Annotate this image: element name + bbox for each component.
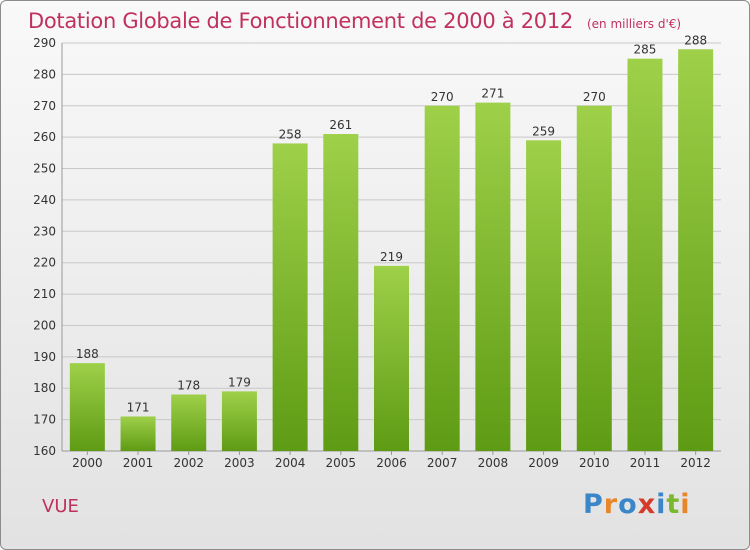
x-tick-label: 2000 [72,456,103,470]
bar-value-label: 285 [634,43,657,57]
proxiti-logo: Proxiti [583,489,691,520]
bars [69,49,714,452]
bar [272,143,308,451]
x-tick-label: 2012 [680,456,711,470]
y-tick-label: 220 [33,256,56,270]
y-tick-label: 260 [33,130,56,144]
bar-value-label: 188 [76,347,99,361]
logo-letter: t [666,489,681,520]
chart-subtitle: (en milliers d'€) [586,17,682,31]
chart-title: Dotation Globale de Fonctionnement de 20… [28,9,681,33]
x-tick-label: 2001 [123,456,154,470]
x-axis-ticks: 2000 2001 2002 2003 2004 2005 2006 2007 2008 2009… [72,451,711,470]
x-tick-label: 2011 [630,456,661,470]
y-tick-label: 250 [33,162,56,176]
bar-value-label: 259 [532,124,555,138]
bar [69,363,105,451]
logo-letter: r [603,489,619,520]
x-tick-label: 2009 [528,456,559,470]
y-tick-label: 170 [33,413,56,427]
y-tick-label: 200 [33,318,56,332]
y-tick-label: 160 [33,444,56,458]
bar [374,265,409,451]
bar [424,105,460,452]
logo-letter: i [680,489,691,520]
x-tick-label: 2003 [224,456,255,470]
bar-value-label: 288 [684,33,707,47]
x-tick-label: 2007 [427,456,458,470]
y-tick-label: 240 [33,193,56,207]
y-tick-label: 280 [33,67,56,81]
bar [627,58,663,451]
bar [526,140,562,452]
bar [475,102,511,451]
bar [323,134,359,451]
bar [576,105,612,452]
y-axis-ticks: 160 170 180 190 200 210 220 230 240 250 260 270 280 2… [33,36,56,458]
logo-letter: x [637,489,657,520]
x-tick-label: 2002 [173,456,204,470]
y-tick-label: 230 [33,224,56,238]
logo-letter: P [583,489,604,520]
x-tick-label: 2006 [376,456,407,470]
chart-title-text: Dotation Globale de Fonctionnement de 20… [28,9,573,33]
bar-value-label: 179 [228,375,251,389]
x-tick-label: 2005 [326,456,357,470]
x-tick-label: 2004 [275,456,306,470]
bar-value-label: 219 [380,250,403,264]
bar [120,416,156,451]
bar [678,49,714,452]
bar [171,394,207,451]
bar-value-label: 178 [177,379,200,393]
y-tick-label: 270 [33,99,56,113]
y-tick-label: 290 [33,36,56,50]
logo-letter: i [656,489,667,520]
x-tick-label: 2008 [478,456,509,470]
bar [221,391,257,451]
bar-value-label: 171 [127,400,150,414]
logo-letter: o [618,489,638,520]
bar-labels: 188 171 178 179 258 261 219 270 271 259 270 285 288 [76,33,707,414]
y-tick-label: 180 [33,381,56,395]
bar-value-label: 270 [583,90,606,104]
bar-value-label: 271 [481,87,504,101]
bar-value-label: 261 [329,118,352,132]
bar-value-label: 258 [279,127,302,141]
y-tick-label: 210 [33,287,56,301]
y-tick-label: 190 [33,350,56,364]
place-name: VUE [42,496,79,517]
x-tick-label: 2010 [579,456,610,470]
bar-value-label: 270 [431,90,454,104]
